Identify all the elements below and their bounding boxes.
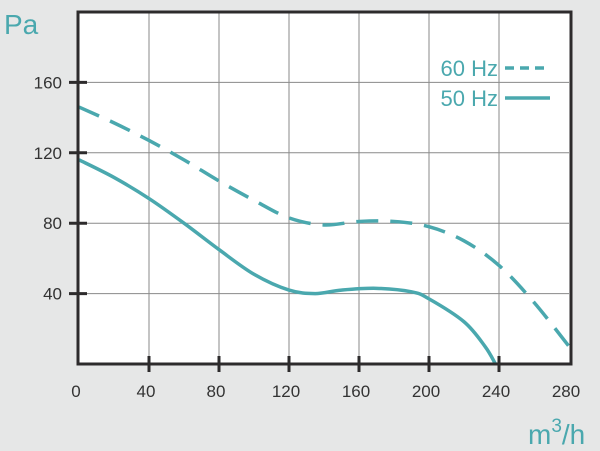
x-axis-label: m3/h	[528, 416, 585, 450]
x-tick-label: 40	[137, 382, 156, 401]
legend: 60 Hz 50 Hz	[441, 56, 550, 111]
legend-label: 50 Hz	[441, 86, 498, 111]
x-tick-label: 280	[552, 382, 580, 401]
y-tick-label: 80	[43, 214, 62, 233]
grid	[79, 12, 569, 364]
ticks: 0 40 80 120 160 200 240 280 40 80 120 160	[34, 73, 581, 401]
x-tick-label: 240	[482, 382, 510, 401]
y-tick-label: 40	[43, 285, 62, 304]
x-tick-label: 200	[412, 382, 440, 401]
plot-area	[78, 12, 571, 364]
series-line-60-hz	[78, 105, 571, 348]
curves	[78, 105, 571, 365]
x-tick-label: 80	[207, 382, 226, 401]
series-line-50-hz	[78, 158, 498, 365]
x-tick-label: 0	[71, 382, 80, 401]
plot-frame	[76, 10, 573, 366]
x-tick-label: 120	[272, 382, 300, 401]
legend-label: 60 Hz	[441, 56, 498, 81]
y-tick-label: 160	[34, 73, 62, 92]
y-axis-label: Pa	[4, 9, 39, 40]
y-tick-label: 120	[34, 144, 62, 163]
x-tick-label: 160	[342, 382, 370, 401]
